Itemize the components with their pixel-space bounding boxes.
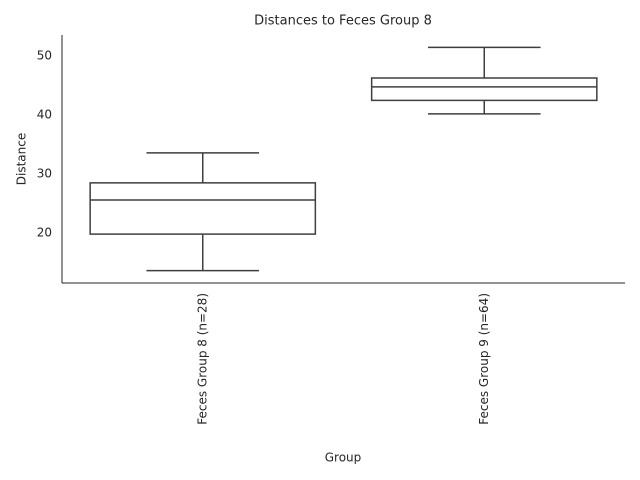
chart-title: Distances to Feces Group 8 — [254, 14, 432, 29]
y-tick-label: 30 — [37, 167, 52, 181]
y-tick-label: 40 — [37, 108, 52, 122]
box — [89, 182, 317, 235]
y-tick-label: 50 — [37, 49, 52, 63]
box — [370, 77, 598, 102]
x-axis-label: Group — [325, 451, 362, 465]
x-tick-label: Feces Group 9 (n=64) — [477, 293, 491, 425]
y-axis-label: Distance — [15, 133, 29, 185]
x-tick-label: Feces Group 8 (n=28) — [195, 293, 209, 425]
y-tick-label: 20 — [37, 225, 52, 239]
